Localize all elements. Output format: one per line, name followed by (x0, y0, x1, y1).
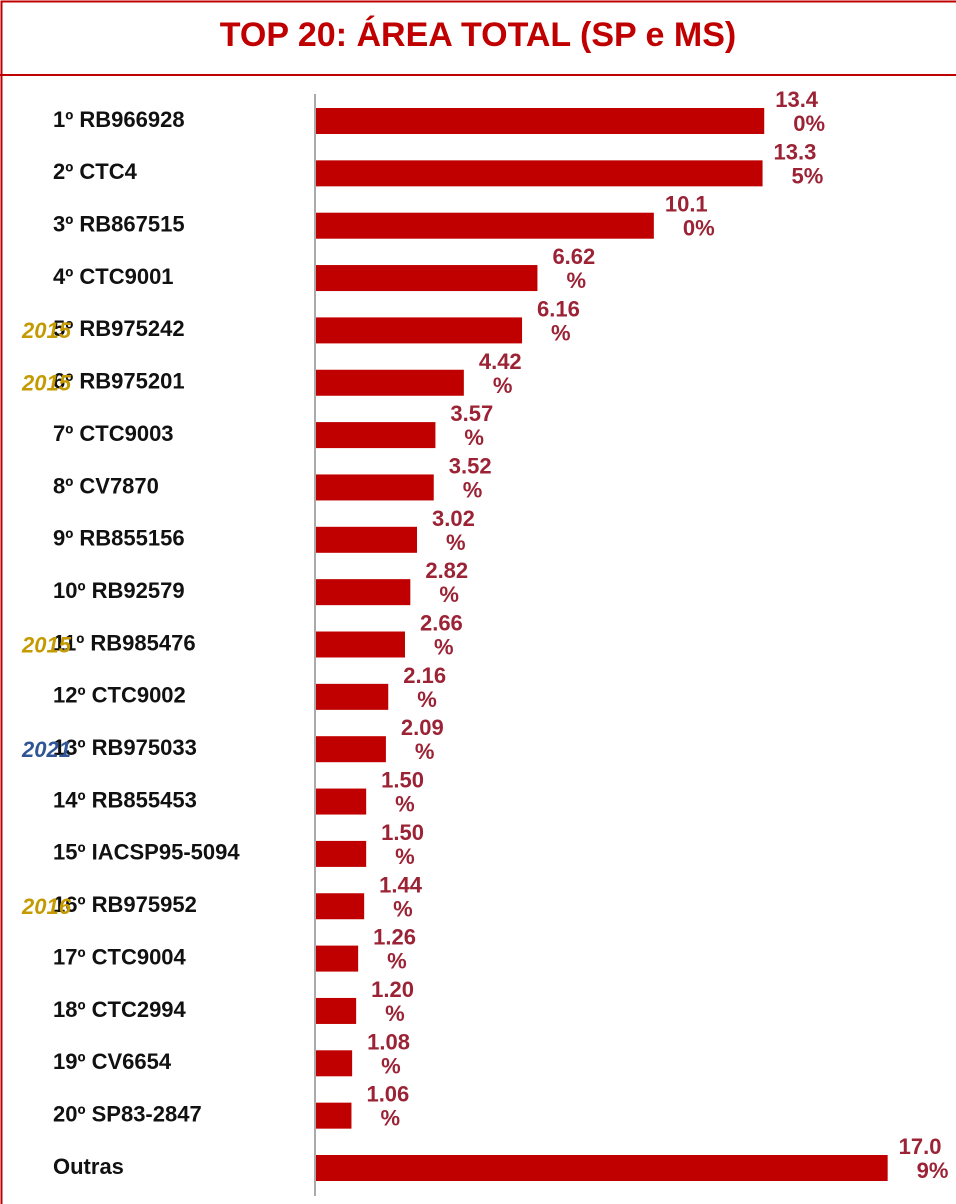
bar (316, 736, 386, 763)
value-label: 2.66% (420, 611, 463, 660)
year-tag: 2015 (21, 318, 72, 343)
bar (316, 683, 389, 710)
year-tag: 2016 (21, 894, 72, 919)
category-label: 18º CTC2994 (53, 997, 187, 1022)
year-tag: 2015 (21, 371, 72, 396)
category-label: 9º RB855156 (53, 526, 185, 551)
category-label: 3º RB867515 (53, 212, 185, 237)
year-tag: 2015 (21, 632, 72, 657)
value-label: 13.3 5% (774, 139, 824, 188)
value-label: 1.08% (367, 1029, 410, 1078)
bar (316, 997, 357, 1024)
value-label: 1.20% (371, 977, 414, 1026)
bar (316, 788, 367, 815)
value-label: 1.06% (366, 1082, 409, 1131)
value-label: 4.42% (479, 349, 522, 398)
value-label: 2.82% (425, 558, 468, 607)
value-label: 3.02% (432, 506, 475, 555)
category-label: 1º RB966928 (53, 107, 185, 132)
category-label: 13º RB975033 (53, 735, 197, 760)
bar (316, 474, 434, 501)
value-label: 13.4 0% (775, 87, 825, 136)
bar (316, 945, 359, 972)
category-label: 6º RB975201 (53, 369, 185, 394)
bar (316, 212, 654, 239)
value-label: 1.50% (381, 768, 424, 817)
bar (316, 369, 464, 396)
value-label: 3.57% (450, 401, 493, 450)
bar (316, 265, 538, 292)
bar (316, 840, 367, 867)
bar (316, 526, 418, 553)
category-label: 20º SP83-2847 (53, 1101, 202, 1126)
bar (316, 1102, 352, 1129)
year-tag: 2021 (21, 737, 71, 762)
value-label: 3.52% (449, 453, 492, 502)
bar (316, 160, 763, 187)
category-label: 8º CV7870 (53, 473, 159, 498)
bar (316, 422, 436, 449)
category-label: 17º CTC9004 (53, 944, 187, 969)
category-label: 14º RB855453 (53, 787, 197, 812)
category-label: 7º CTC9003 (53, 421, 174, 446)
value-label: 10.1 0% (665, 192, 715, 241)
bar (316, 631, 405, 658)
value-label: 1.44% (379, 872, 423, 921)
category-label: Outras (53, 1154, 124, 1179)
category-label: 12º CTC9002 (53, 683, 186, 708)
bar (316, 1050, 353, 1077)
bar (316, 317, 523, 344)
category-label: 5º RB975242 (53, 316, 185, 341)
category-label: 11º RB985476 (53, 630, 196, 655)
value-label: 17.0 9% (899, 1134, 949, 1183)
bar (316, 1155, 888, 1181)
value-label: 2.16% (403, 663, 446, 712)
value-label: 1.50% (381, 820, 424, 869)
category-label: 16º RB975952 (53, 892, 197, 917)
chart-title: TOP 20: ÁREA TOTAL (SP e MS) (220, 16, 736, 54)
value-label: 6.16% (537, 296, 580, 345)
value-label: 1.26% (373, 925, 416, 974)
category-label: 2º CTC4 (53, 159, 138, 184)
bar (316, 893, 365, 920)
category-label: 19º CV6654 (53, 1049, 172, 1074)
bar (316, 108, 765, 134)
bar (316, 579, 411, 606)
category-label: 10º RB92579 (53, 578, 185, 603)
value-label: 6.62% (552, 244, 595, 293)
category-label: 15º IACSP95-5094 (53, 840, 240, 865)
value-label: 2.09% (401, 715, 444, 764)
category-label: 4º CTC9001 (53, 264, 174, 289)
